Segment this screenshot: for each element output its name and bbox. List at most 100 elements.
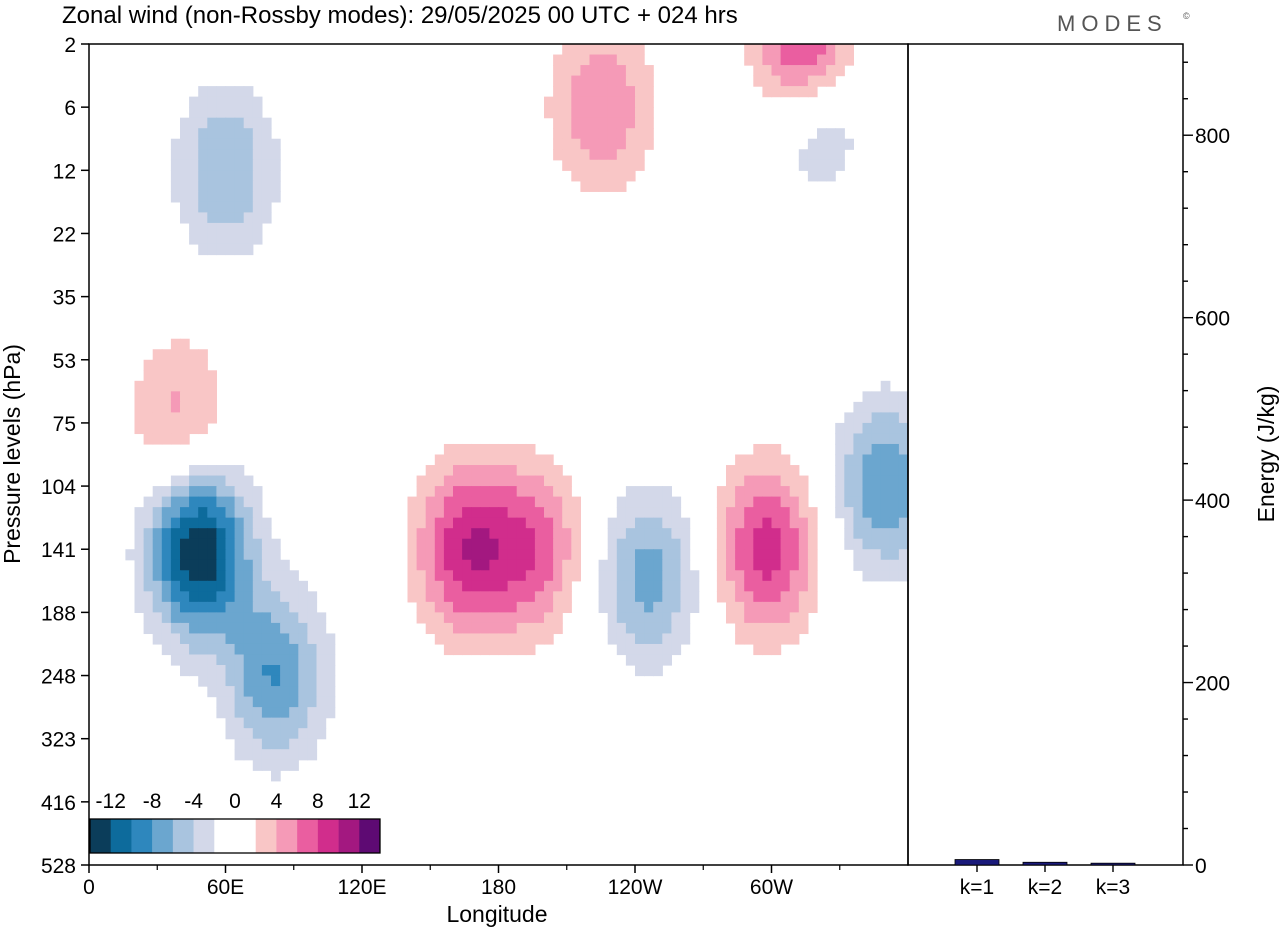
heatmap-cell xyxy=(553,507,563,519)
heatmap-cell xyxy=(726,475,736,487)
heatmap-cell xyxy=(161,486,172,498)
heatmap-cell xyxy=(207,591,217,603)
heatmap-cell xyxy=(671,538,682,550)
heatmap-cell xyxy=(243,707,254,719)
heatmap-cell xyxy=(753,465,763,477)
heatmap-cell xyxy=(189,528,199,540)
heatmap-cell xyxy=(252,117,263,129)
heatmap-cell xyxy=(726,601,736,613)
heatmap-cell xyxy=(234,107,245,119)
heatmap-cell xyxy=(625,54,636,66)
heatmap-cell xyxy=(252,612,263,624)
heatmap-cell xyxy=(207,528,217,540)
heatmap-cell xyxy=(616,643,627,656)
heatmap-cell xyxy=(780,612,791,624)
heatmap-cell xyxy=(662,507,672,519)
heatmap-cell xyxy=(853,412,864,424)
heatmap-cell xyxy=(798,580,809,592)
heatmap-cell xyxy=(880,538,891,550)
heatmap-cell xyxy=(170,507,181,519)
heatmap-cell xyxy=(580,107,591,119)
heatmap-cell xyxy=(180,159,190,171)
heatmap-cell xyxy=(653,633,663,645)
heatmap-cell xyxy=(853,496,864,508)
heatmap-cell xyxy=(189,107,199,119)
heatmap-cell xyxy=(143,401,154,413)
heatmap-cell xyxy=(198,86,208,98)
heatmap-cell xyxy=(744,559,754,571)
heatmap-cell xyxy=(534,528,545,540)
heatmap-cell xyxy=(407,517,418,529)
heatmap-cell xyxy=(170,412,181,424)
heatmap-cell xyxy=(898,401,908,413)
heatmap-cell xyxy=(216,486,227,498)
heatmap-cell xyxy=(207,180,217,192)
heatmap-cell xyxy=(571,507,581,519)
heatmap-cell xyxy=(180,180,190,192)
heatmap-cell xyxy=(271,770,281,782)
heatmap-cell xyxy=(161,528,172,540)
heatmap-cell xyxy=(862,570,873,582)
heatmap-cell xyxy=(462,443,472,456)
heatmap-cell xyxy=(198,486,208,498)
heatmap-cell xyxy=(780,559,791,571)
heatmap-cell xyxy=(443,443,454,456)
heatmap-cell xyxy=(134,401,145,413)
y-tick-label: 6 xyxy=(64,97,76,120)
heatmap-cell xyxy=(271,749,281,761)
heatmap-cell xyxy=(261,528,272,540)
heatmap-cell xyxy=(216,159,227,171)
heatmap-cell xyxy=(316,686,327,698)
heatmap-cell xyxy=(616,507,627,519)
heatmap-cell xyxy=(580,159,591,171)
heatmap-cell xyxy=(207,117,217,129)
heatmap-cell xyxy=(216,580,227,592)
heatmap-cell xyxy=(780,580,791,592)
heatmap-cell xyxy=(252,707,263,719)
heatmap-cell xyxy=(425,517,436,529)
heatmap-cell xyxy=(207,559,217,571)
heatmap-cell xyxy=(216,528,227,540)
heatmap-cell xyxy=(726,580,736,592)
heatmap-cell xyxy=(680,633,691,645)
heatmap-cell xyxy=(198,370,208,382)
heatmap-cell xyxy=(753,559,763,571)
heatmap-cell xyxy=(480,601,490,613)
heatmap-cell xyxy=(625,622,636,635)
heatmap-cell xyxy=(261,738,272,750)
heatmap-cell xyxy=(716,486,727,498)
heatmap-cell xyxy=(680,538,691,550)
heatmap-cell xyxy=(207,128,217,140)
heatmap-cell xyxy=(180,380,190,392)
heatmap-cell xyxy=(853,454,864,466)
heatmap-cell xyxy=(889,433,900,445)
heatmap-cell xyxy=(471,443,481,456)
heatmap-cell xyxy=(789,633,800,645)
heatmap-cell xyxy=(170,401,181,413)
heatmap-cell xyxy=(225,96,236,108)
heatmap-cell xyxy=(143,591,154,603)
heatmap-cell xyxy=(462,528,472,540)
heatmap-cell xyxy=(562,528,572,540)
colorbar-label: -8 xyxy=(143,790,162,813)
heatmap-cell xyxy=(316,675,327,687)
heatmap-cell xyxy=(880,486,891,498)
heatmap-cell xyxy=(762,643,773,656)
heatmap-cell xyxy=(744,622,754,635)
heatmap-cell xyxy=(498,570,509,582)
heatmap-cell xyxy=(807,65,818,77)
heatmap-cell xyxy=(635,633,645,645)
heatmap-cell xyxy=(744,486,754,498)
heatmap-cell xyxy=(462,570,472,582)
heatmap-cell xyxy=(198,412,208,424)
heatmap-cell xyxy=(616,107,627,119)
heatmap-cell xyxy=(580,138,591,150)
heatmap-cell xyxy=(280,675,290,687)
heatmap-cell xyxy=(662,517,672,529)
heatmap-cell xyxy=(462,601,472,613)
heatmap-cell xyxy=(625,538,636,550)
heatmap-cell xyxy=(480,465,490,477)
heatmap-cell xyxy=(635,591,645,603)
heatmap-cell xyxy=(662,633,672,645)
heatmap-cell xyxy=(161,507,172,519)
